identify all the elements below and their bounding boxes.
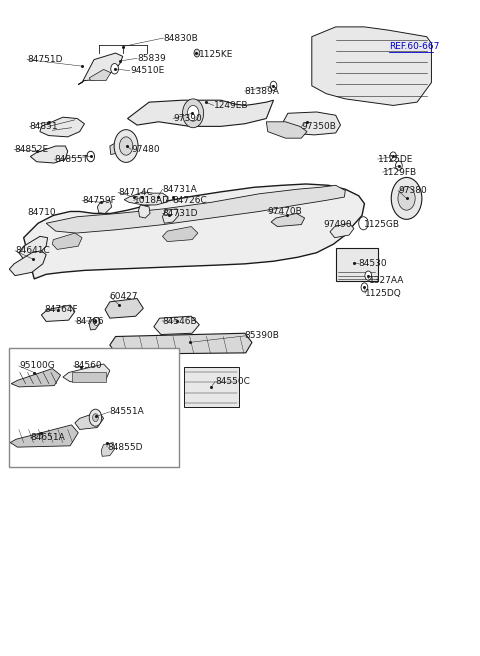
Text: 97380: 97380 [398,186,427,195]
Text: 84731D: 84731D [162,209,198,218]
Text: 94510E: 94510E [130,66,164,75]
Circle shape [390,152,396,161]
Polygon shape [41,305,75,321]
Circle shape [396,161,402,171]
Circle shape [93,414,98,422]
Circle shape [361,283,368,292]
Polygon shape [124,192,168,205]
Circle shape [89,409,102,426]
Bar [336,248,378,281]
Circle shape [187,106,199,121]
Text: 85390B: 85390B [245,331,280,340]
Text: 95100G: 95100G [19,361,55,371]
Text: 97470B: 97470B [268,207,302,216]
Polygon shape [110,333,252,354]
Polygon shape [105,298,144,318]
Circle shape [114,130,138,163]
Polygon shape [162,209,179,223]
Text: 84830B: 84830B [163,33,198,43]
Circle shape [182,99,204,128]
Polygon shape [9,251,46,276]
Polygon shape [266,122,307,138]
Text: 84550C: 84550C [215,377,250,386]
Text: 1125DE: 1125DE [378,155,413,163]
Text: 1125GB: 1125GB [364,220,400,229]
Text: 1018AD: 1018AD [134,196,170,205]
Text: 1125DQ: 1125DQ [365,289,402,298]
Bar [183,367,239,407]
Polygon shape [30,146,68,163]
Text: 84852E: 84852E [14,145,48,154]
Circle shape [87,152,95,162]
Polygon shape [271,213,305,226]
Polygon shape [24,184,364,279]
Polygon shape [101,443,115,457]
Text: 84851: 84851 [29,122,58,131]
Text: 84714C: 84714C [118,188,153,197]
Text: 84751D: 84751D [27,55,62,64]
Text: 1125KE: 1125KE [199,50,234,59]
Text: 84726C: 84726C [172,196,207,205]
Text: 97480: 97480 [131,145,159,154]
Polygon shape [75,412,104,430]
Text: 84546B: 84546B [162,317,197,326]
Text: 84530: 84530 [359,259,387,268]
Polygon shape [330,223,354,237]
Polygon shape [10,425,78,447]
Text: 1129FB: 1129FB [383,168,417,176]
Text: 1249EB: 1249EB [214,101,248,110]
Circle shape [194,49,200,57]
Polygon shape [63,364,110,382]
Text: 84710: 84710 [27,208,56,216]
Text: 60427: 60427 [110,292,138,301]
Text: REF.60-667: REF.60-667 [389,42,440,51]
Polygon shape [89,318,100,330]
Polygon shape [11,369,60,387]
Text: 84731A: 84731A [162,185,197,194]
Text: 84560: 84560 [73,361,102,371]
Polygon shape [282,112,340,135]
Circle shape [398,186,415,210]
Text: 84766: 84766 [75,317,104,326]
Text: 84764F: 84764F [45,305,78,314]
Text: 84759F: 84759F [82,196,116,205]
Polygon shape [78,53,123,85]
Polygon shape [312,27,432,106]
Text: 84551A: 84551A [110,407,144,417]
Polygon shape [89,70,111,81]
Polygon shape [46,185,345,233]
Circle shape [270,81,277,91]
Bar [72,372,106,382]
Text: 84855T: 84855T [54,155,88,163]
Circle shape [120,137,133,155]
Circle shape [365,271,372,280]
Text: 84651A: 84651A [30,434,65,443]
Circle shape [94,318,99,325]
Polygon shape [128,100,274,127]
Text: 84855D: 84855D [107,443,143,451]
Polygon shape [52,233,82,249]
Circle shape [359,216,368,230]
Polygon shape [154,316,199,335]
Text: 81389A: 81389A [245,87,280,96]
Polygon shape [19,236,48,259]
Text: 85839: 85839 [137,54,166,63]
Circle shape [111,64,119,74]
Polygon shape [40,117,84,137]
Text: 97490: 97490 [324,220,352,229]
Text: 84641C: 84641C [15,246,50,255]
Text: 97390: 97390 [173,114,202,123]
Text: 1327AA: 1327AA [369,276,405,285]
Circle shape [391,177,422,219]
Polygon shape [110,137,129,155]
Polygon shape [162,226,198,241]
Polygon shape [97,200,112,213]
Text: 97350B: 97350B [301,122,336,131]
Bar [9,348,179,467]
Polygon shape [139,205,150,218]
